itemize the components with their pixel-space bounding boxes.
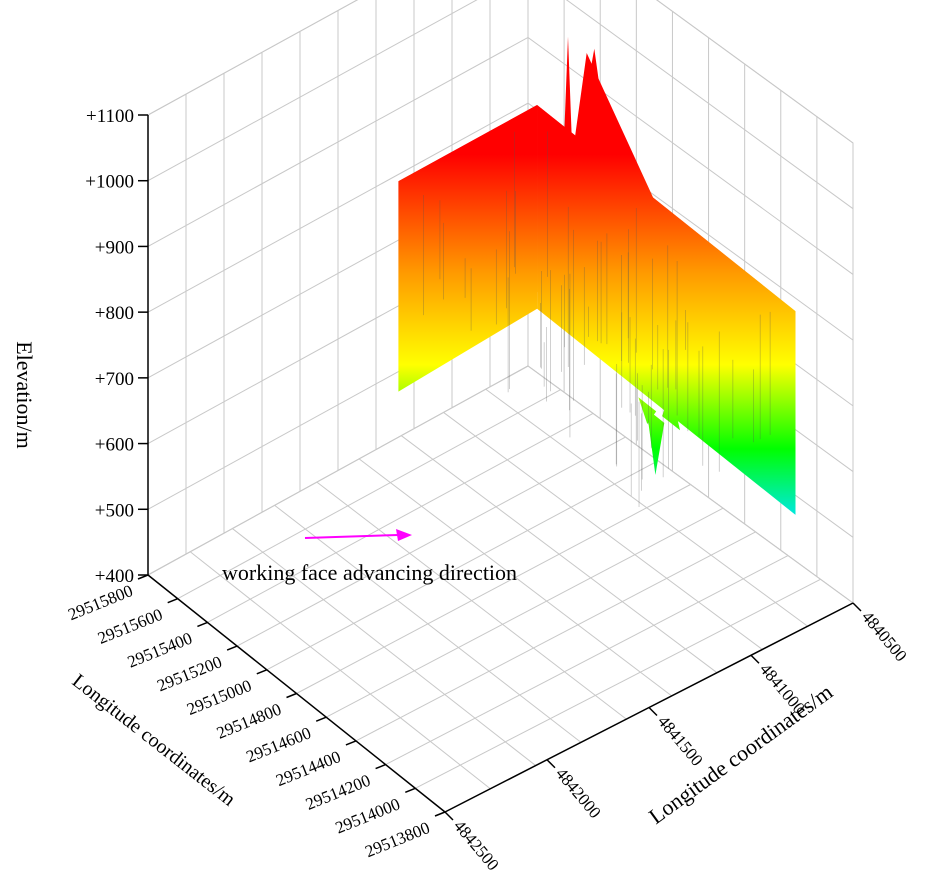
x-tick [287, 694, 297, 698]
z-tick-label: +600 [95, 435, 134, 456]
x-tick [257, 670, 267, 674]
x-tick [227, 646, 237, 650]
y-tick [751, 655, 759, 663]
y-tick [547, 760, 555, 768]
y-tick [853, 603, 861, 611]
x-tick [168, 599, 178, 603]
x-tick [405, 788, 415, 792]
y-tick-label: 4842500 [450, 816, 503, 874]
y-tick-label: 4842000 [552, 764, 605, 822]
z-tick-label: +500 [95, 500, 134, 521]
advancing-direction-annotation: working face advancing direction [222, 560, 517, 585]
y-tick [445, 812, 453, 820]
y-tick [649, 708, 657, 716]
x-tick [376, 765, 386, 769]
x-tick [197, 622, 207, 626]
z-axis-label: Elevation/m [12, 341, 37, 449]
y-axis-label: Longitude coordinates/m [644, 679, 837, 829]
x-tick-label: 29513800 [362, 818, 432, 861]
z-tick-label: +1000 [85, 172, 134, 193]
x-tick [316, 717, 326, 721]
z-tick-label: +900 [95, 237, 134, 258]
x-tick [435, 812, 445, 816]
y-tick-label: 4840500 [858, 607, 911, 665]
z-tick-label: +1100 [86, 106, 134, 127]
x-tick [346, 741, 356, 745]
y-tick-label: 4841500 [654, 712, 707, 770]
z-tick-label: +800 [95, 303, 134, 324]
z-tick-label: +700 [95, 369, 134, 390]
